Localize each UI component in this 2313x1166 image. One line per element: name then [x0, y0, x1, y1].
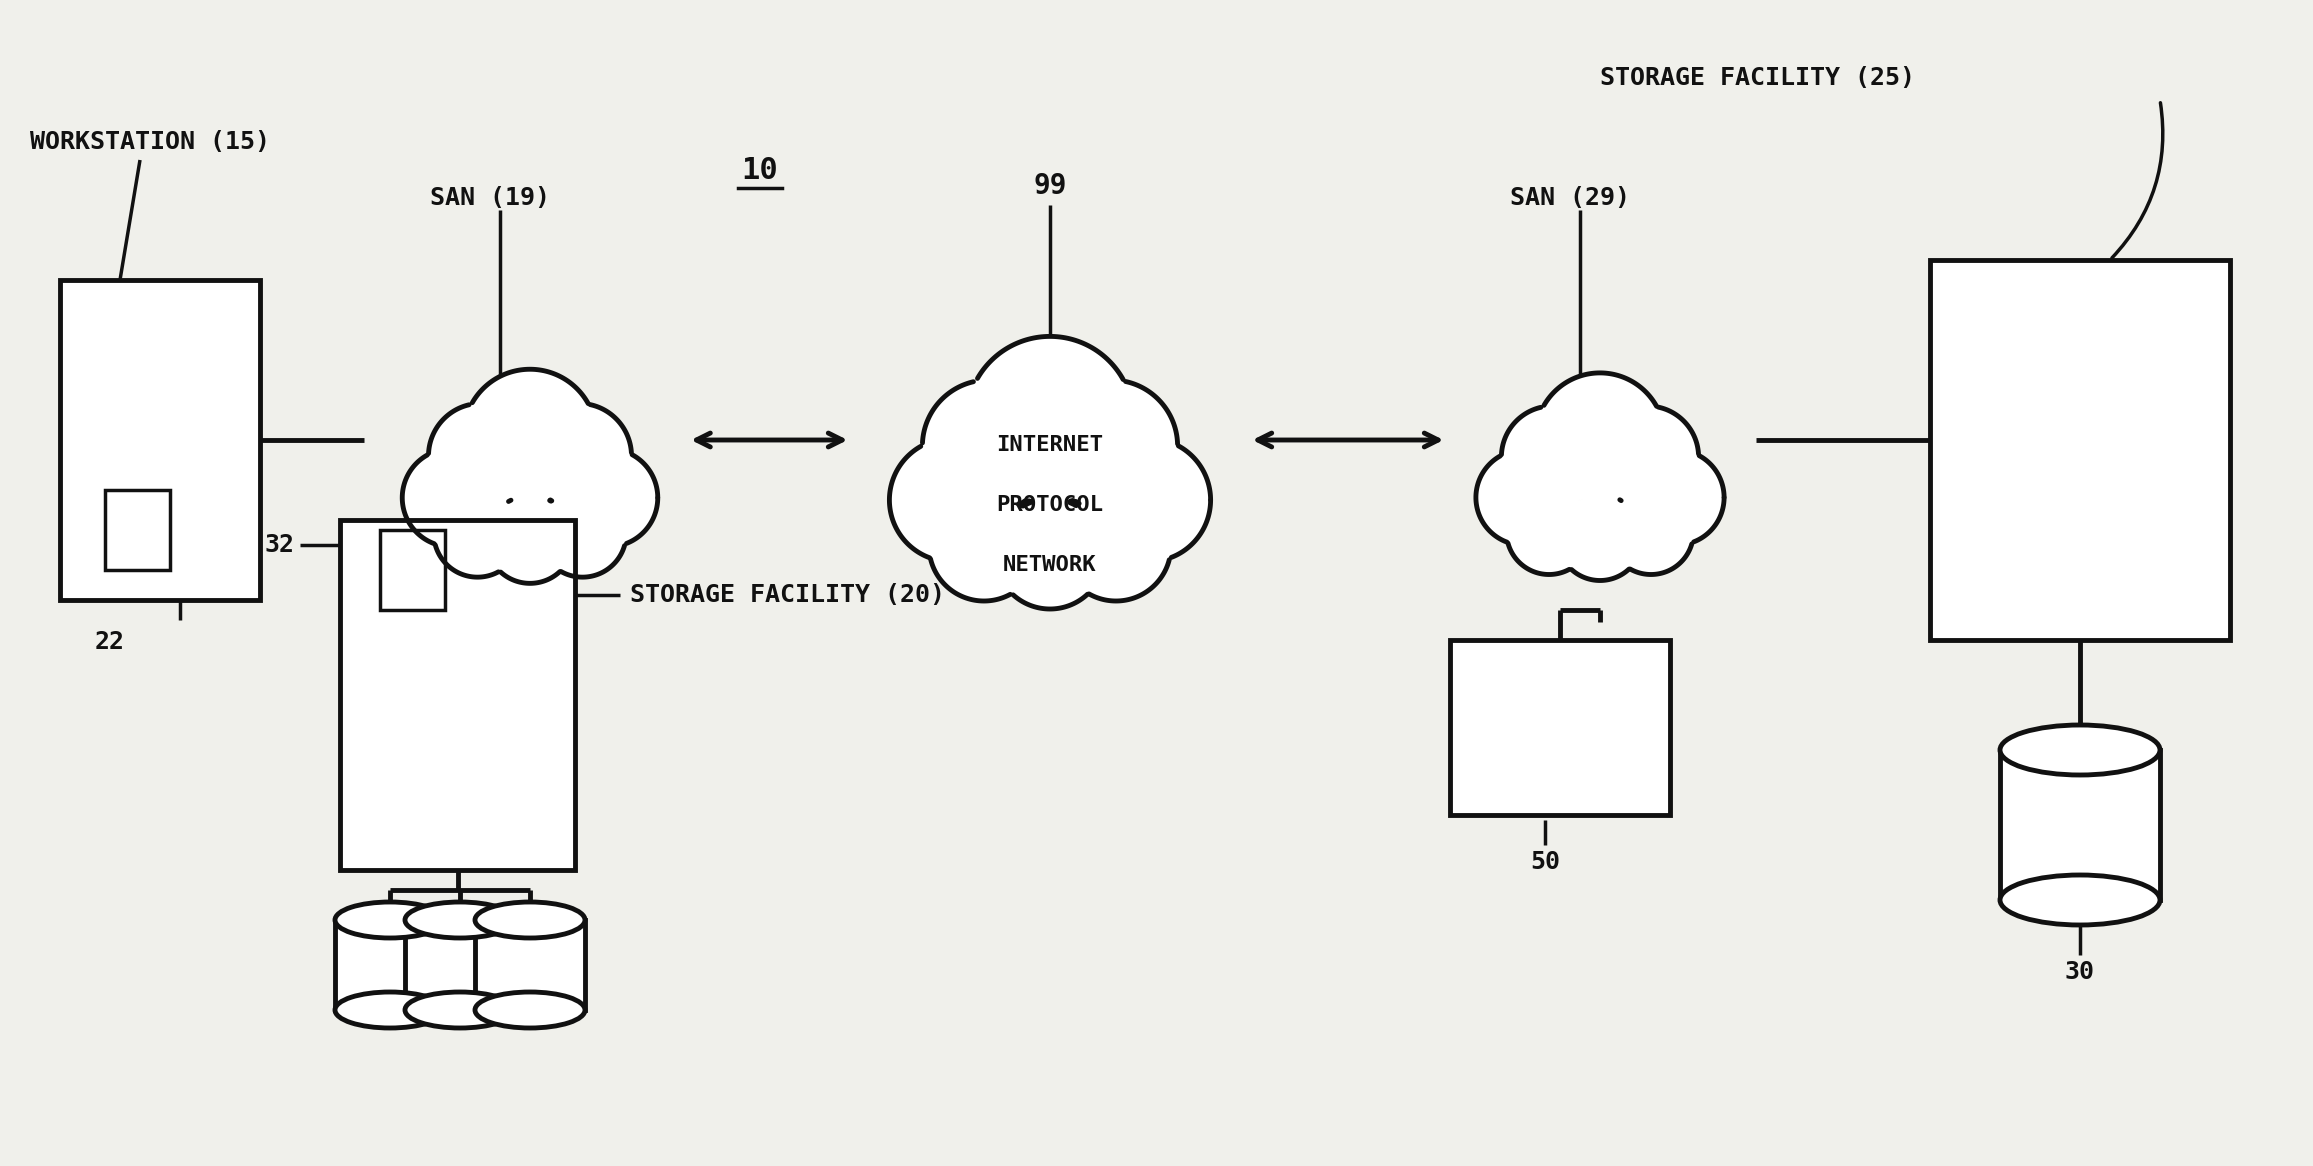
Circle shape [435, 490, 520, 577]
Circle shape [1087, 438, 1210, 562]
Text: 99: 99 [1034, 173, 1066, 201]
Bar [340, 520, 576, 870]
Bar [104, 490, 169, 570]
Ellipse shape [474, 902, 585, 937]
Text: 22: 22 [95, 630, 125, 654]
Circle shape [463, 370, 597, 503]
Circle shape [1476, 450, 1571, 545]
Ellipse shape [474, 992, 585, 1028]
Circle shape [995, 499, 1106, 609]
Text: STORAGE FACILITY (25): STORAGE FACILITY (25) [1601, 66, 1915, 90]
Circle shape [560, 449, 657, 547]
Circle shape [1608, 490, 1693, 575]
Bar [474, 920, 585, 1010]
Circle shape [1045, 380, 1177, 512]
Text: NETWORK: NETWORK [1004, 555, 1096, 575]
Bar [2001, 750, 2160, 900]
Text: SAN (29): SAN (29) [1510, 187, 1631, 210]
Circle shape [1062, 491, 1170, 600]
Ellipse shape [335, 902, 444, 937]
Circle shape [891, 438, 1013, 562]
Circle shape [967, 337, 1133, 504]
Bar [379, 531, 444, 610]
Text: STORAGE FACILITY (20): STORAGE FACILITY (20) [629, 583, 946, 607]
Text: WORKSTATION (15): WORKSTATION (15) [30, 129, 271, 154]
Bar [335, 920, 444, 1010]
Ellipse shape [335, 992, 444, 1028]
Circle shape [428, 403, 534, 508]
Circle shape [923, 380, 1055, 512]
FancyArrowPatch shape [2112, 103, 2163, 258]
Ellipse shape [2001, 725, 2160, 775]
Circle shape [486, 496, 574, 583]
Circle shape [1536, 373, 1665, 503]
Bar [1929, 260, 2230, 640]
Circle shape [527, 403, 631, 508]
Bar [1450, 640, 1670, 815]
Circle shape [539, 490, 627, 577]
Text: 30: 30 [2066, 960, 2096, 984]
Circle shape [402, 449, 500, 547]
Circle shape [1596, 406, 1698, 508]
Text: SAN (19): SAN (19) [430, 187, 550, 210]
Circle shape [1628, 450, 1723, 545]
Text: 32: 32 [266, 533, 296, 557]
Ellipse shape [405, 992, 516, 1028]
Circle shape [1557, 496, 1642, 581]
Text: 10: 10 [742, 156, 779, 185]
Ellipse shape [405, 902, 516, 937]
Text: PROTOCOL: PROTOCOL [997, 496, 1103, 515]
Circle shape [1506, 490, 1591, 575]
Bar [60, 280, 259, 600]
Ellipse shape [2001, 874, 2160, 925]
Circle shape [1501, 406, 1603, 508]
Text: INTERNET: INTERNET [997, 435, 1103, 455]
Bar [405, 920, 516, 1010]
Circle shape [930, 491, 1039, 600]
Text: 50: 50 [1529, 850, 1559, 874]
